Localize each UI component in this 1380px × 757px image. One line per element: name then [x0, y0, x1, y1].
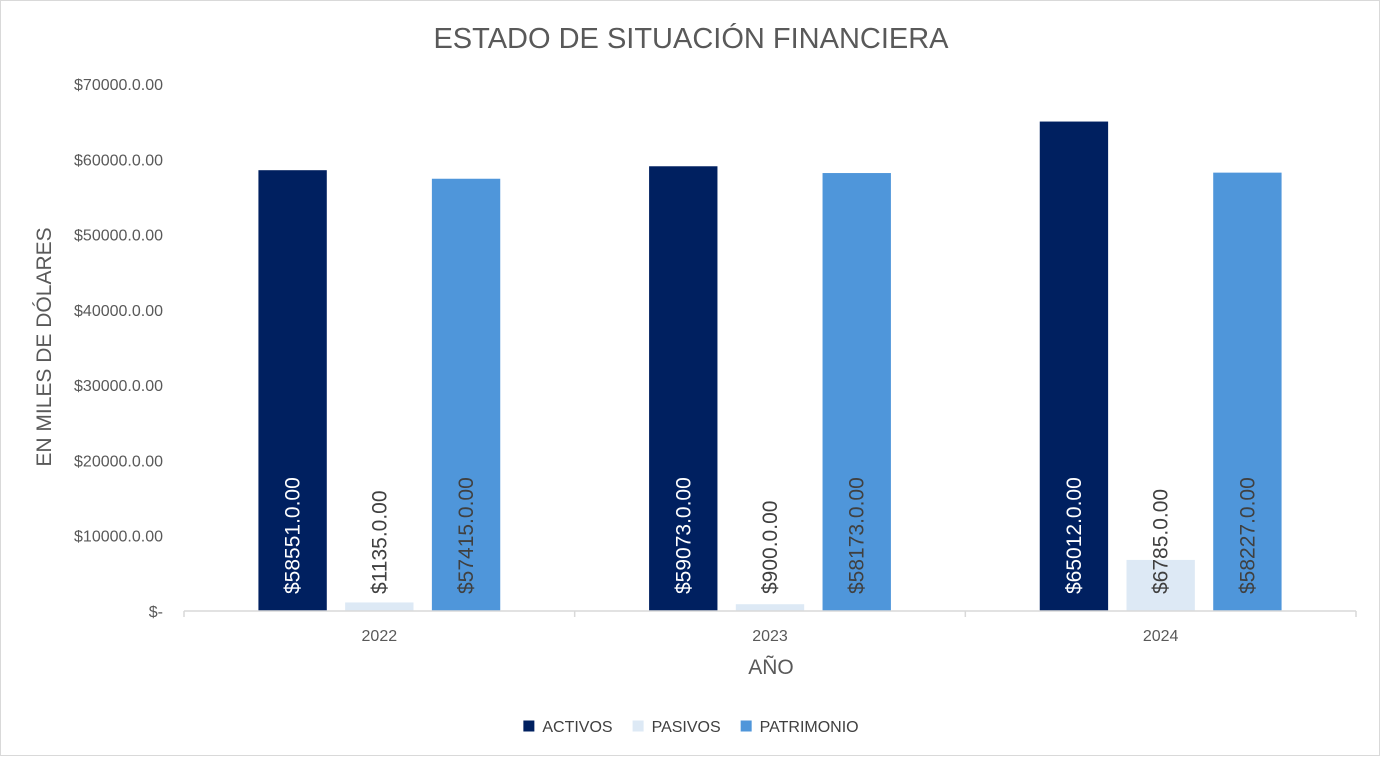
data-label: $65012.0.00 [1063, 477, 1086, 594]
x-tick-label: 2022 [362, 628, 398, 645]
x-tick-label: 2024 [1143, 628, 1179, 645]
legend-swatch [523, 720, 535, 732]
x-axis-title: AÑO [748, 655, 794, 679]
bar-activos-2022 [258, 170, 327, 611]
legend: ACTIVOS PASIVOS PATRIMONIO [523, 719, 859, 736]
bar-series: $58551.0.00 $59073.0.00 $65012.0.00 $1135.0… [258, 121, 1282, 612]
data-label: $58227.0.00 [1236, 477, 1259, 594]
data-label: $6785.0.00 [1150, 489, 1173, 594]
legend-swatch [632, 720, 644, 732]
data-label: $1135.0.00 [368, 490, 391, 594]
y-tick-label: $20000.0.00 [74, 453, 163, 470]
legend-label: PASIVOS [652, 719, 721, 736]
x-axis: 2022 2023 2024 [183, 610, 1357, 645]
legend-item-activos: ACTIVOS [523, 719, 613, 736]
y-tick-label: $70000.0.00 [74, 77, 163, 94]
bar-pasivos-2023 [735, 604, 805, 611]
bar-patrimonio-2023 [822, 173, 891, 612]
bar-activos-2023 [649, 166, 718, 611]
x-tick-label: 2023 [752, 628, 788, 645]
bar-patrimonio-2022 [431, 178, 501, 611]
data-label: $58173.0.00 [846, 477, 869, 594]
chart-title: ESTADO DE SITUACIÓN FINANCIERA [433, 22, 949, 55]
y-axis-title: EN MILES DE DÓLARES [33, 227, 56, 466]
bar-patrimonio-2024 [1213, 172, 1282, 612]
data-label: $59073.0.00 [672, 477, 695, 594]
y-axis-ticks: $- $10000.0.00 $20000.0.00 $30000.0.00 $4000… [74, 77, 163, 621]
y-tick-label: $60000.0.00 [74, 152, 163, 169]
legend-label: PATRIMONIO [760, 719, 859, 736]
data-label: $900.0.00 [759, 501, 782, 594]
legend-label: ACTIVOS [542, 719, 612, 736]
legend-item-pasivos: PASIVOS [632, 719, 721, 736]
data-label: $58551.0.00 [282, 477, 305, 594]
bar-activos-2024 [1039, 121, 1109, 611]
data-label: $57415.0.00 [455, 477, 478, 594]
legend-swatch [740, 720, 752, 732]
y-tick-label: $30000.0.00 [74, 378, 163, 395]
bar-pasivos-2022 [345, 602, 414, 611]
y-tick-label: $50000.0.00 [74, 228, 163, 245]
y-tick-label: $10000.0.00 [74, 529, 163, 546]
y-tick-label: $- [149, 604, 163, 621]
legend-item-patrimonio: PATRIMONIO [740, 719, 859, 736]
y-tick-label: $40000.0.00 [74, 303, 163, 320]
bar-pasivos-2024 [1126, 559, 1195, 611]
